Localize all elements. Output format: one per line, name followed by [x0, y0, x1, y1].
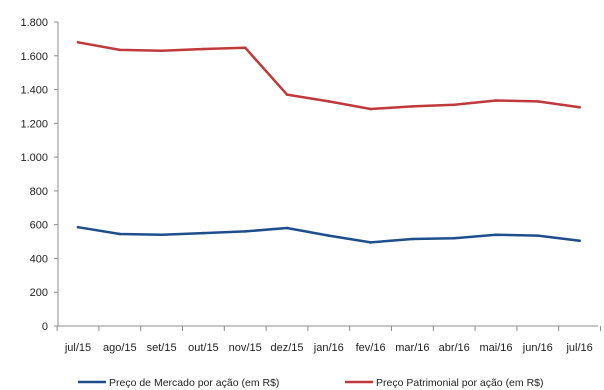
series-1-point: [285, 93, 289, 96]
series-1-point: [578, 105, 581, 109]
x-tick-label: nov/15: [229, 342, 262, 354]
y-tick-label: 600: [30, 220, 48, 232]
series-1-point: [369, 107, 372, 111]
series-1-point: [202, 47, 205, 51]
series-0-point: [411, 237, 414, 241]
series-1-point: [494, 99, 498, 102]
y-tick-label: 800: [30, 186, 48, 198]
series-1-point: [243, 46, 247, 49]
y-tick-label: 1.600: [20, 51, 48, 63]
series-0-point: [160, 233, 163, 237]
series-0-point: [494, 233, 498, 237]
x-tick-label: jun/16: [522, 342, 553, 354]
x-tick-label: abr/16: [439, 342, 470, 354]
y-tick-label: 200: [30, 287, 48, 299]
x-tick-label: ago/15: [103, 342, 137, 354]
y-tick-label: 1.400: [20, 85, 48, 97]
series-1-point: [452, 103, 456, 107]
y-tick-label: 0: [42, 321, 48, 333]
series-0-point: [536, 234, 540, 237]
y-tick-label: 400: [30, 253, 48, 265]
x-tick-label: jul/15: [64, 342, 91, 354]
x-tick-label: dez/15: [270, 342, 303, 354]
series-0-point: [369, 241, 372, 244]
series-1-point: [160, 49, 163, 53]
x-axis-ticks: jul/15 ago/15 set/15 out/15 nov/15 dez/15 jan/…: [56, 326, 601, 354]
y-tick-label: 1.200: [20, 118, 48, 130]
x-tick-label: mai/16: [479, 342, 512, 354]
y-tick-label: 1.800: [20, 17, 48, 29]
chart-axes: [57, 22, 598, 327]
series-1-point: [536, 100, 540, 103]
x-tick-label: jan/16: [313, 342, 344, 354]
series-1-point: [411, 105, 414, 108]
x-tick-label: jul/16: [565, 342, 592, 354]
x-tick-label: mar/16: [395, 342, 429, 354]
y-axis-ticks: 0 200 400 600 800 1.000 1.200 1.400 1.600 1.800: [20, 17, 58, 333]
series-1-point: [118, 48, 122, 52]
series-0-point: [285, 226, 289, 230]
series-0-point: [118, 232, 122, 236]
series-1-point: [327, 100, 331, 103]
series-0-point: [76, 225, 80, 229]
x-tick-label: fev/16: [356, 342, 386, 354]
series-0-point: [327, 234, 331, 237]
series-1-point: [76, 40, 80, 44]
series-lines: [76, 40, 581, 244]
series-0-point: [202, 231, 205, 235]
y-tick-label: 1.000: [20, 152, 48, 164]
x-tick-label: set/15: [147, 342, 177, 354]
chart-legend: Preço de Mercado por ação (em R$) Preço P…: [78, 377, 543, 389]
x-tick-label: out/15: [188, 342, 219, 354]
legend-label-1: Preço Patrimonial por ação (em R$): [376, 377, 543, 389]
series-0-point: [243, 230, 247, 233]
series-0-point: [452, 236, 456, 240]
legend-label-0: Preço de Mercado por ação (em R$): [109, 377, 279, 389]
series-0-point: [578, 239, 581, 243]
series-line-1: [76, 41, 581, 111]
